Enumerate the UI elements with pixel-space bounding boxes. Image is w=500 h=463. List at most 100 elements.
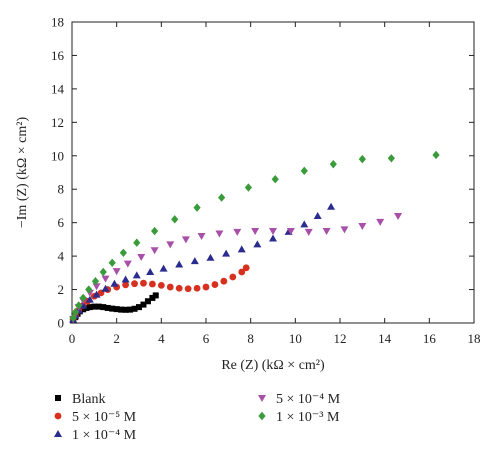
x-tick-label: 6 <box>203 331 210 346</box>
legend-marker <box>258 411 266 421</box>
data-point <box>432 150 440 160</box>
x-axis-title: Re (Z) (kΩ × cm²) <box>221 358 325 373</box>
legend-item: 1 × 10⁻⁴ M <box>54 428 137 443</box>
y-tick-label: 18 <box>51 15 64 30</box>
x-tick-label: 4 <box>158 331 165 346</box>
data-point <box>112 268 121 276</box>
data-point <box>286 228 295 236</box>
data-point <box>118 306 125 313</box>
legend-label: 5 × 10⁻⁴ M <box>276 392 341 407</box>
data-point <box>133 238 141 247</box>
data-point <box>136 304 142 311</box>
data-point <box>193 203 201 212</box>
data-point <box>122 306 129 313</box>
data-point <box>222 249 231 257</box>
data-point <box>91 276 100 286</box>
data-point <box>376 218 385 226</box>
data-point <box>140 301 147 308</box>
data-point <box>69 313 77 323</box>
data-point <box>95 303 102 310</box>
data-point <box>149 280 156 288</box>
axes: 0 2 4 6 8 10 12 14 16 18 0 2 4 6 8 10 12 14 16 18 <box>51 15 481 347</box>
data-points <box>69 150 440 324</box>
data-point <box>329 159 337 169</box>
data-point <box>132 271 141 279</box>
x-tick-label: 18 <box>468 331 481 346</box>
data-point <box>244 183 253 192</box>
data-point <box>99 267 107 277</box>
legend-marker <box>54 430 62 437</box>
data-point <box>79 293 87 303</box>
y-tick-label: 2 <box>58 282 65 297</box>
data-point <box>322 228 331 236</box>
data-point <box>131 280 138 288</box>
series-3 <box>69 212 403 323</box>
x-tick-label: 0 <box>69 331 76 346</box>
legend-label: 1 × 10⁻⁴ M <box>72 428 137 443</box>
data-point <box>101 284 110 292</box>
data-point <box>202 283 210 291</box>
data-point <box>220 277 228 285</box>
data-point <box>181 236 190 244</box>
data-point <box>75 301 83 310</box>
data-point <box>358 223 367 231</box>
y-tick-label: 14 <box>51 81 65 96</box>
y-tick-label: 6 <box>58 215 65 230</box>
y-axis-title: −Im (Z) (kΩ × cm²) <box>15 117 30 229</box>
data-point <box>253 240 262 248</box>
data-point <box>113 306 120 313</box>
data-point <box>218 193 226 202</box>
x-tick-label: 12 <box>334 331 347 346</box>
data-point <box>86 304 93 311</box>
data-point <box>193 284 201 292</box>
x-tick-label: 8 <box>247 331 254 346</box>
data-point <box>100 304 107 311</box>
data-point <box>109 305 116 312</box>
y-tick-label: 16 <box>51 48 65 63</box>
data-point <box>122 281 129 289</box>
y-tick-label: 4 <box>58 249 65 264</box>
legend-label: Blank <box>72 392 105 407</box>
data-point <box>144 298 151 305</box>
data-point <box>151 226 159 236</box>
data-point <box>394 212 403 220</box>
legend-item: Blank <box>55 392 105 407</box>
data-point <box>157 281 165 289</box>
data-point <box>171 215 179 224</box>
data-point <box>271 174 279 184</box>
data-point <box>108 258 116 267</box>
data-point <box>175 260 184 268</box>
legend-marker <box>55 395 61 401</box>
data-point <box>92 290 101 298</box>
data-point <box>184 285 192 293</box>
data-point <box>146 267 155 275</box>
data-point <box>92 283 101 291</box>
data-point <box>238 268 246 276</box>
legend-item: 5 × 10⁻⁴ M <box>258 392 341 407</box>
data-point <box>85 295 94 303</box>
legend-marker <box>54 412 62 420</box>
data-point <box>140 279 147 287</box>
y-tick-label: 12 <box>51 115 64 130</box>
data-point <box>313 211 322 219</box>
data-point <box>149 294 156 301</box>
data-point <box>127 306 134 313</box>
legend-label: 5 × 10⁻⁵ M <box>72 410 137 425</box>
x-tick-label: 2 <box>113 331 120 346</box>
data-point <box>304 228 313 236</box>
data-point <box>104 304 111 311</box>
data-point <box>197 233 206 241</box>
data-point <box>150 247 159 255</box>
data-point <box>175 284 183 292</box>
data-point <box>101 275 110 283</box>
y-tick-label: 10 <box>51 148 64 163</box>
data-point <box>110 279 119 287</box>
x-tick-label: 14 <box>378 331 392 346</box>
plot-frame <box>71 21 475 324</box>
data-point <box>152 292 159 299</box>
data-point <box>119 248 127 257</box>
legend-marker <box>258 395 266 402</box>
data-point <box>206 253 215 261</box>
y-tick-label: 8 <box>58 182 65 197</box>
